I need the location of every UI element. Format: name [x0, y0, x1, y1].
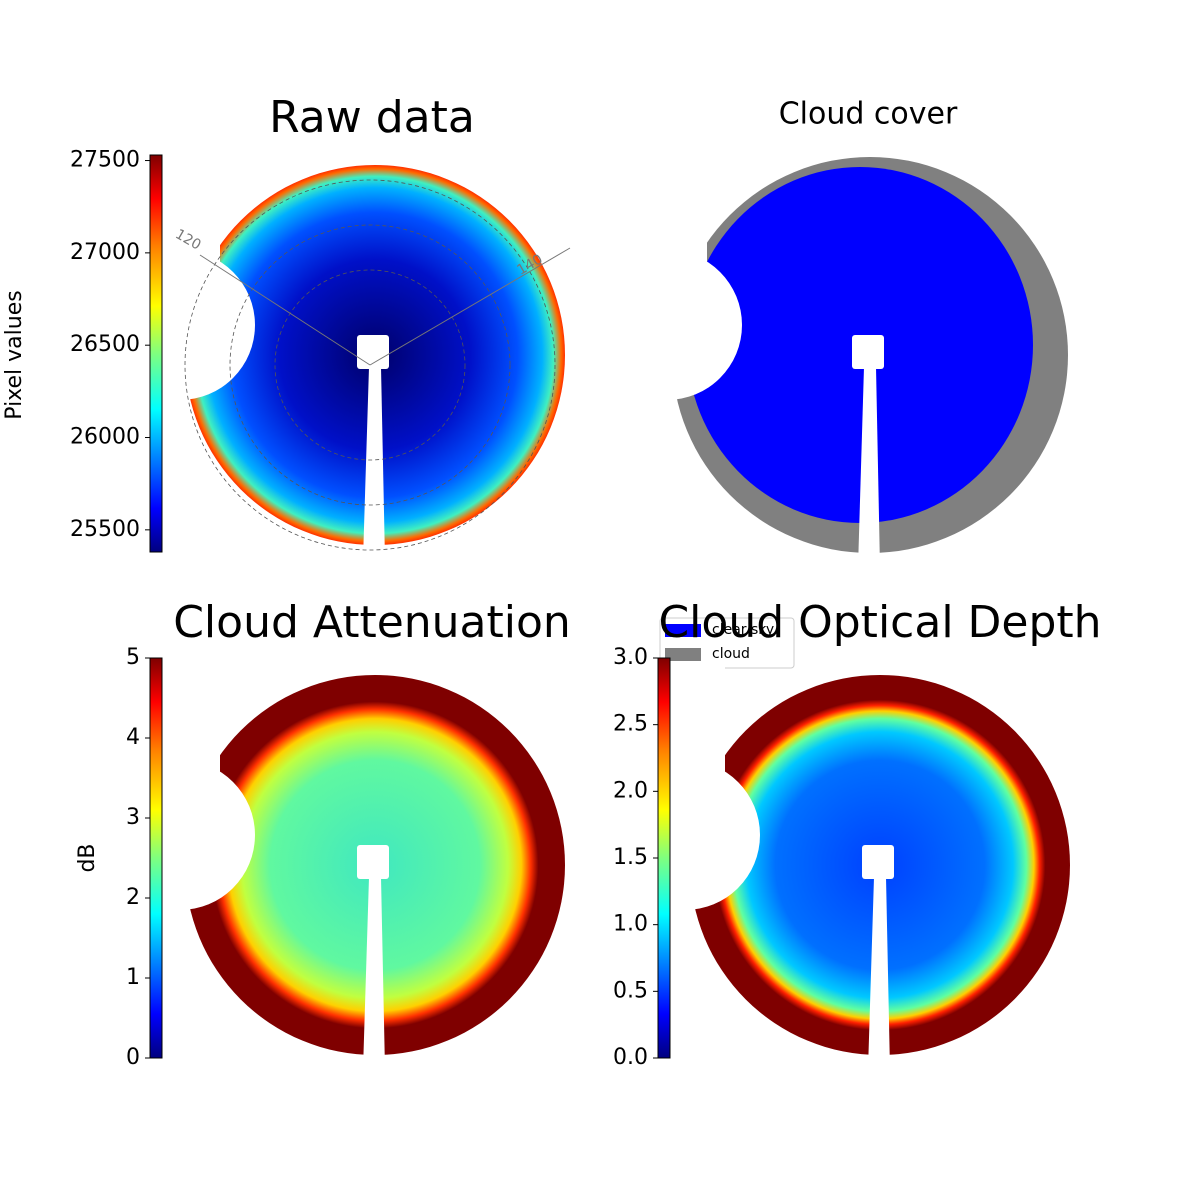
panel-title: Cloud Attenuation: [173, 597, 571, 648]
polar-spoke: [369, 247, 571, 366]
colorbar-tick-label: 2.5: [613, 712, 648, 737]
polar-grid: [184, 179, 556, 551]
colorbar: [149, 154, 163, 553]
colorbar: [657, 657, 671, 1059]
legend-label: cloud: [712, 646, 750, 662]
colorbar-tick-label: 26500: [70, 332, 140, 357]
image-mask: [632, 147, 707, 377]
colorbar-tick-label: 1.0: [613, 912, 648, 937]
colorbar-tick-label: 1.5: [613, 845, 648, 870]
camera-mount: [357, 845, 389, 879]
panel-title: Raw data: [269, 92, 475, 143]
camera-arm: [858, 367, 880, 568]
legend-swatch: [665, 648, 701, 661]
colorbar-label: dB: [75, 843, 100, 872]
colorbar-tick-label: 0: [126, 1045, 140, 1070]
colorbar-tick-label: 2: [126, 885, 140, 910]
legend-label: clear sky: [712, 622, 774, 638]
colorbar: [149, 657, 163, 1059]
camera-mount: [852, 335, 884, 369]
colorbar-tick-label: 0.0: [613, 1045, 648, 1070]
camera-mount: [862, 845, 894, 879]
colorbar-label: Pixel values: [2, 290, 27, 419]
colorbar-tick-label: 27000: [70, 240, 140, 265]
legend-swatch: [665, 624, 701, 637]
colorbar-tick-label: 5: [126, 645, 140, 670]
panel-title: Cloud Optical Depth: [658, 597, 1101, 648]
camera-arm: [868, 877, 890, 1070]
colorbar-tick-label: 0.5: [613, 978, 648, 1003]
polar-grid: [274, 269, 466, 461]
colorbar-tick-label: 3: [126, 805, 140, 830]
polar-grid: [229, 224, 511, 506]
colorbar-tick-label: 26000: [70, 425, 140, 450]
polar-spoke: [199, 254, 371, 366]
colorbar-tick-label: 1: [126, 965, 140, 990]
colorbar-tick-label: 25500: [70, 517, 140, 542]
camera-arm: [363, 367, 385, 560]
camera-arm: [363, 877, 385, 1070]
colorbar-tick-label: 4: [126, 725, 140, 750]
colorbar-tick-label: 2.0: [613, 778, 648, 803]
camera-mount: [357, 335, 389, 369]
colorbar-tick-label: 3.0: [613, 645, 648, 670]
panel-title: Cloud cover: [779, 97, 958, 132]
colorbar-tick-label: 27500: [70, 148, 140, 173]
